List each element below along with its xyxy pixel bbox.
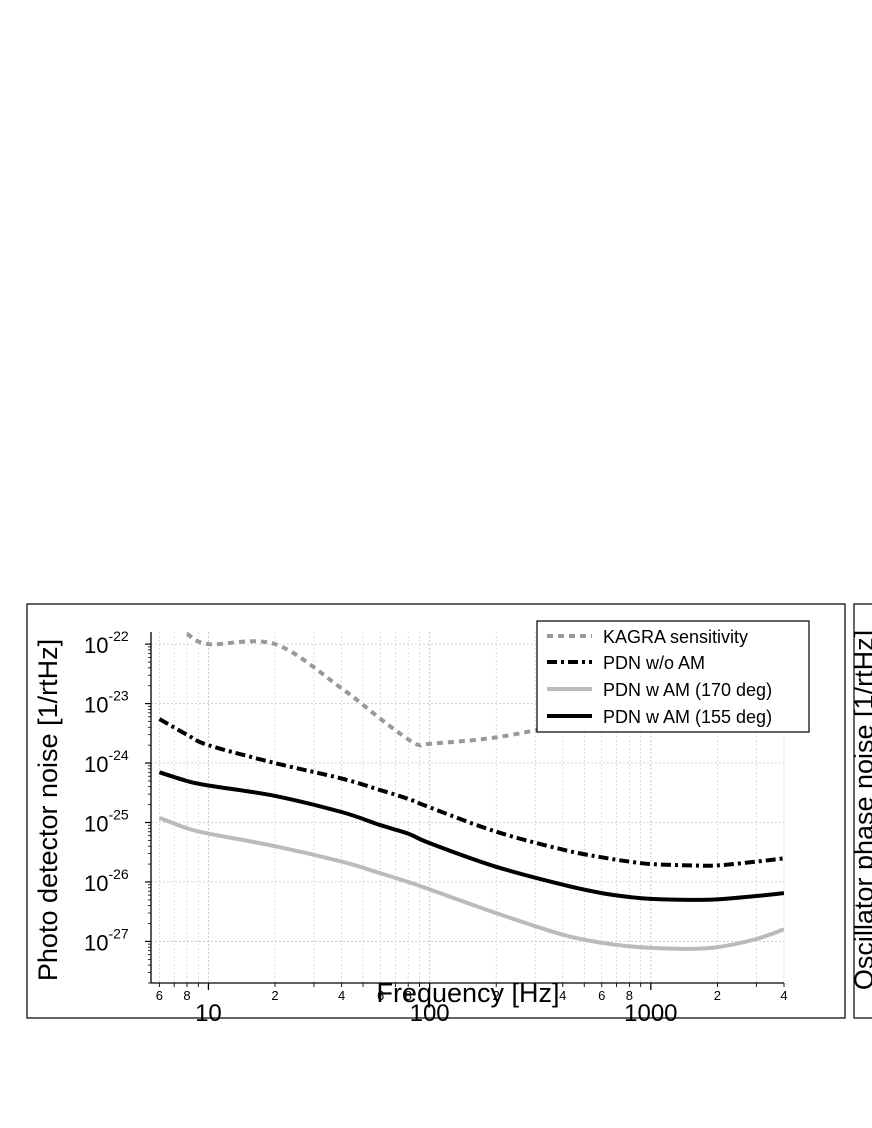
- legend-label-pdn-w-am-155: PDN w AM (155 deg): [603, 707, 772, 727]
- axes: [145, 632, 785, 990]
- x-major-tick-label: 100: [410, 1000, 450, 1027]
- x-major-tick-label: 1000: [624, 1000, 677, 1027]
- left-panel-frame: [26, 603, 846, 1019]
- tick-labels: 10-27 10-26 10-25 10-24 10-23 10-22 10 100 1000 6…: [84, 628, 788, 1027]
- x-minor-tick-label: 8: [183, 988, 190, 1003]
- x-minor-tick-label: 6: [156, 988, 163, 1003]
- x-minor-tick-label: 6: [377, 988, 384, 1003]
- x-minor-tick-label: 8: [626, 988, 633, 1003]
- y-tick-label: 10-22: [84, 628, 129, 658]
- y-tick-label: 10-27: [84, 925, 129, 955]
- right-panel-frame: [853, 603, 872, 1019]
- y-tick-label: 10-23: [84, 688, 129, 718]
- grid-lines: [151, 632, 785, 983]
- legend-box: [536, 620, 810, 733]
- legend-label-kagra-sensitivity: KAGRA sensitivity: [603, 627, 748, 647]
- x-minor-tick-label: 4: [338, 988, 345, 1003]
- series-pdn-wo-am: [158, 717, 784, 868]
- x-minor-tick-label: 2: [714, 988, 721, 1003]
- x-axis-label: Frequency [Hz]: [376, 978, 559, 1008]
- x-minor-tick-label: 6: [598, 988, 605, 1003]
- x-minor-tick-label: 2: [493, 988, 500, 1003]
- x-minor-tick-label: 8: [405, 988, 412, 1003]
- y-axis-label: Photo detector noise [1/rtHz]: [33, 639, 63, 981]
- x-minor-tick-label: 2: [271, 988, 278, 1003]
- x-major-tick-label: 10: [195, 1000, 222, 1027]
- x-minor-tick-label: 4: [780, 988, 787, 1003]
- series-pdn-w-am-155: [158, 770, 784, 902]
- y-tick-label: 10-24: [84, 747, 129, 777]
- right-panel-y-axis-label: Oscillator phase noise [1/rtHz]: [849, 630, 872, 990]
- series-pdn-w-am-170: [158, 815, 784, 951]
- legend-label-pdn-w-am-170: PDN w AM (170 deg): [603, 680, 772, 700]
- y-tick-label: 10-26: [84, 866, 129, 896]
- x-minor-tick-label: 4: [559, 988, 566, 1003]
- legend-label-pdn-wo-am: PDN w/o AM: [603, 653, 705, 673]
- legend: KAGRA sensitivity PDN w/o AM PDN w AM (1…: [536, 620, 810, 733]
- y-tick-label: 10-25: [84, 807, 129, 837]
- series-lines: [158, 631, 784, 951]
